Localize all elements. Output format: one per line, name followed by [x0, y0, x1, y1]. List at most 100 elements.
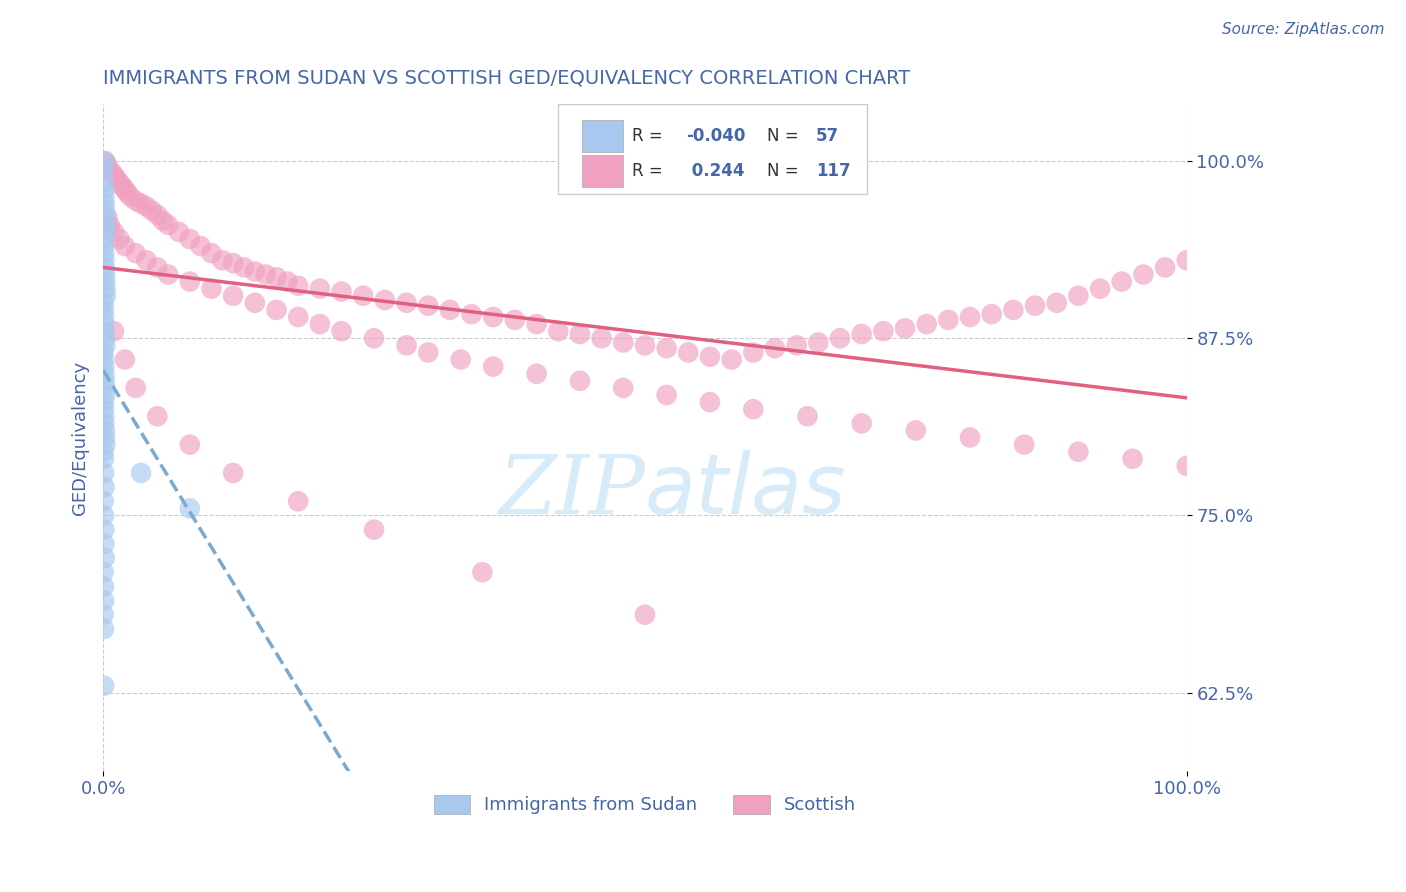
Point — [93, 395, 115, 409]
Point — [179, 437, 201, 451]
Text: R =: R = — [631, 161, 668, 180]
Point — [111, 179, 134, 194]
Point — [93, 579, 115, 593]
Point — [418, 299, 440, 313]
Point — [94, 289, 117, 303]
Point — [93, 239, 115, 253]
Point — [114, 239, 136, 253]
Point — [94, 430, 117, 444]
Point — [374, 293, 396, 307]
Point — [612, 381, 634, 395]
Point — [97, 161, 120, 176]
Point — [93, 409, 115, 424]
Point — [103, 168, 125, 182]
Point — [93, 622, 115, 636]
Point — [93, 175, 115, 189]
Point — [96, 157, 118, 171]
Point — [93, 317, 115, 331]
Point — [720, 352, 742, 367]
Point — [94, 268, 117, 282]
Point — [129, 196, 152, 211]
Text: 57: 57 — [815, 127, 839, 145]
Point — [103, 324, 125, 338]
Point — [93, 161, 115, 176]
Point — [936, 313, 959, 327]
Point — [547, 324, 569, 338]
Point — [179, 232, 201, 246]
Point — [167, 225, 190, 239]
Point — [254, 268, 277, 282]
Point — [98, 218, 121, 232]
Text: 0.244: 0.244 — [686, 161, 745, 180]
Point — [93, 367, 115, 381]
Point — [101, 165, 124, 179]
Point — [93, 451, 115, 466]
Point — [93, 607, 115, 622]
Point — [1024, 299, 1046, 313]
Point — [108, 175, 131, 189]
Point — [93, 417, 115, 431]
Point — [395, 338, 418, 352]
Point — [179, 501, 201, 516]
Point — [568, 326, 591, 341]
Text: 117: 117 — [815, 161, 851, 180]
Point — [93, 352, 115, 367]
Point — [959, 310, 981, 324]
Point — [894, 321, 917, 335]
Point — [482, 359, 505, 374]
Text: atlas: atlas — [645, 450, 846, 532]
Point — [742, 402, 765, 417]
Point — [1012, 437, 1035, 451]
Point — [129, 466, 152, 480]
Point — [94, 437, 117, 451]
Point — [93, 310, 115, 324]
Point — [1088, 282, 1111, 296]
Point — [634, 338, 657, 352]
Point — [93, 480, 115, 494]
Point — [904, 424, 927, 438]
Point — [851, 326, 873, 341]
Point — [94, 260, 117, 275]
Point — [93, 302, 115, 317]
Point — [699, 350, 721, 364]
Point — [243, 296, 266, 310]
Point — [742, 345, 765, 359]
Point — [94, 203, 117, 218]
Point — [108, 232, 131, 246]
Point — [146, 409, 169, 424]
Point — [94, 338, 117, 352]
Point — [93, 189, 115, 203]
Text: Source: ZipAtlas.com: Source: ZipAtlas.com — [1222, 22, 1385, 37]
Point — [395, 296, 418, 310]
Point — [763, 341, 786, 355]
Point — [146, 208, 169, 222]
Text: ZIP: ZIP — [498, 450, 645, 531]
Point — [287, 494, 309, 508]
Point — [482, 310, 505, 324]
Point — [1067, 444, 1090, 458]
Point — [94, 218, 117, 232]
Point — [157, 218, 180, 232]
Point — [94, 388, 117, 402]
Point — [94, 374, 117, 388]
Point — [276, 275, 298, 289]
Point — [266, 270, 288, 285]
Point — [179, 275, 201, 289]
Legend: Immigrants from Sudan, Scottish: Immigrants from Sudan, Scottish — [426, 788, 863, 822]
Point — [980, 307, 1002, 321]
Point — [94, 324, 117, 338]
Y-axis label: GED/Equivalency: GED/Equivalency — [72, 360, 89, 515]
Point — [526, 317, 548, 331]
Point — [222, 256, 245, 270]
Point — [157, 268, 180, 282]
Point — [450, 352, 472, 367]
Point — [872, 324, 894, 338]
Point — [93, 593, 115, 607]
Point — [115, 186, 138, 200]
Point — [200, 246, 222, 260]
Point — [120, 189, 142, 203]
Text: N =: N = — [768, 161, 804, 180]
Point — [1132, 268, 1154, 282]
Point — [1111, 275, 1133, 289]
Point — [330, 285, 353, 299]
